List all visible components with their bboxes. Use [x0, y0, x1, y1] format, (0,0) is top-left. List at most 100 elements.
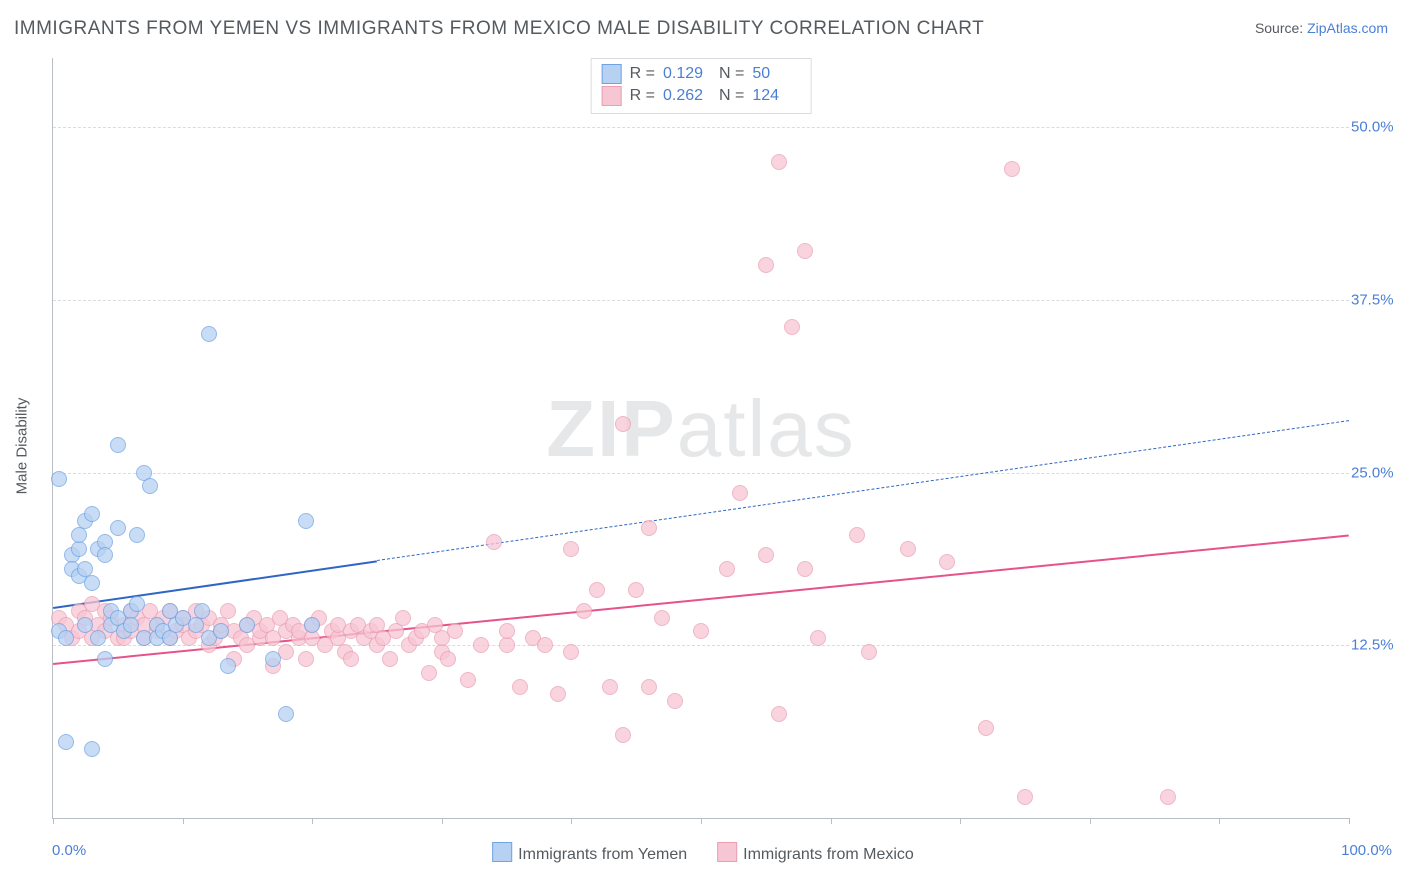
data-point: [129, 527, 145, 543]
data-point: [628, 582, 644, 598]
x-tick: [701, 818, 702, 824]
data-point: [51, 471, 67, 487]
data-point: [939, 554, 955, 570]
data-point: [194, 603, 210, 619]
chart-root: IMMIGRANTS FROM YEMEN VS IMMIGRANTS FROM…: [0, 0, 1406, 892]
data-point: [499, 623, 515, 639]
x-tick: [960, 818, 961, 824]
data-point: [220, 603, 236, 619]
legend-label-yemen: Immigrants from Yemen: [518, 846, 687, 863]
legend-stats-row-mexico: R = 0.262 N = 124: [602, 85, 801, 107]
legend-stats: R = 0.129 N = 50 R = 0.262 N = 124: [591, 58, 812, 114]
chart-title: IMMIGRANTS FROM YEMEN VS IMMIGRANTS FROM…: [14, 18, 984, 40]
data-point: [641, 679, 657, 695]
legend-n-label: N =: [719, 63, 744, 85]
data-point: [550, 686, 566, 702]
gridline: [53, 127, 1349, 128]
data-point: [900, 541, 916, 557]
data-point: [90, 630, 106, 646]
data-point: [615, 727, 631, 743]
data-point: [473, 637, 489, 653]
x-tick: [183, 818, 184, 824]
legend-label-mexico: Immigrants from Mexico: [743, 846, 914, 863]
data-point: [771, 706, 787, 722]
data-point: [343, 651, 359, 667]
legend-swatch-yemen-icon: [492, 842, 512, 862]
gridline: [53, 300, 1349, 301]
data-point: [220, 658, 236, 674]
data-point: [97, 547, 113, 563]
x-tick: [1219, 818, 1220, 824]
legend-r-label: R =: [630, 63, 655, 85]
data-point: [1160, 789, 1176, 805]
data-point: [142, 478, 158, 494]
source-label: Source: ZipAtlas.com: [1255, 20, 1388, 36]
watermark: ZIPatlas: [546, 383, 855, 475]
gridline: [53, 473, 1349, 474]
data-point: [201, 326, 217, 342]
legend-swatch-mexico-icon: [717, 842, 737, 862]
data-point: [123, 617, 139, 633]
data-point: [1004, 161, 1020, 177]
data-point: [849, 527, 865, 543]
x-tick: [831, 818, 832, 824]
data-point: [71, 541, 87, 557]
data-point: [421, 665, 437, 681]
data-point: [188, 617, 204, 633]
data-point: [382, 651, 398, 667]
data-point: [278, 706, 294, 722]
x-axis-max-label: 100.0%: [1341, 842, 1392, 859]
data-point: [654, 610, 670, 626]
data-point: [129, 596, 145, 612]
legend-n-mexico: 124: [752, 85, 800, 107]
data-point: [641, 520, 657, 536]
data-point: [732, 485, 748, 501]
legend-stats-row-yemen: R = 0.129 N = 50: [602, 63, 801, 85]
x-tick: [53, 818, 54, 824]
data-point: [84, 741, 100, 757]
data-point: [797, 561, 813, 577]
y-tick-label: 37.5%: [1351, 291, 1399, 308]
data-point: [486, 534, 502, 550]
legend-r-yemen: 0.129: [663, 63, 711, 85]
data-point: [576, 603, 592, 619]
data-point: [304, 617, 320, 633]
data-point: [978, 720, 994, 736]
data-point: [1017, 789, 1033, 805]
legend-r-mexico: 0.262: [663, 85, 711, 107]
data-point: [110, 520, 126, 536]
y-axis-label: Male Disability: [14, 398, 31, 495]
data-point: [298, 513, 314, 529]
data-point: [71, 527, 87, 543]
plot-area: ZIPatlas R = 0.129 N = 50 R = 0.262 N = …: [52, 58, 1349, 819]
data-point: [447, 623, 463, 639]
data-point: [110, 437, 126, 453]
trend-line: [53, 560, 377, 609]
data-point: [589, 582, 605, 598]
legend-swatch-yemen: [602, 64, 622, 84]
data-point: [563, 541, 579, 557]
source-link[interactable]: ZipAtlas.com: [1307, 20, 1388, 36]
data-point: [97, 651, 113, 667]
legend-item-yemen: Immigrants from Yemen: [492, 842, 687, 864]
watermark-rest: atlas: [677, 384, 856, 473]
x-tick: [1090, 818, 1091, 824]
data-point: [537, 637, 553, 653]
legend-series: Immigrants from Yemen Immigrants from Me…: [492, 842, 914, 864]
y-tick-label: 50.0%: [1351, 119, 1399, 136]
legend-item-mexico: Immigrants from Mexico: [717, 842, 914, 864]
legend-n-yemen: 50: [752, 63, 800, 85]
data-point: [84, 575, 100, 591]
y-tick-label: 12.5%: [1351, 637, 1399, 654]
data-point: [84, 506, 100, 522]
x-axis-min-label: 0.0%: [52, 842, 86, 859]
data-point: [239, 617, 255, 633]
x-tick: [442, 818, 443, 824]
data-point: [861, 644, 877, 660]
source-prefix: Source:: [1255, 20, 1307, 36]
data-point: [388, 623, 404, 639]
data-point: [784, 319, 800, 335]
legend-swatch-mexico: [602, 86, 622, 106]
data-point: [395, 610, 411, 626]
data-point: [77, 617, 93, 633]
